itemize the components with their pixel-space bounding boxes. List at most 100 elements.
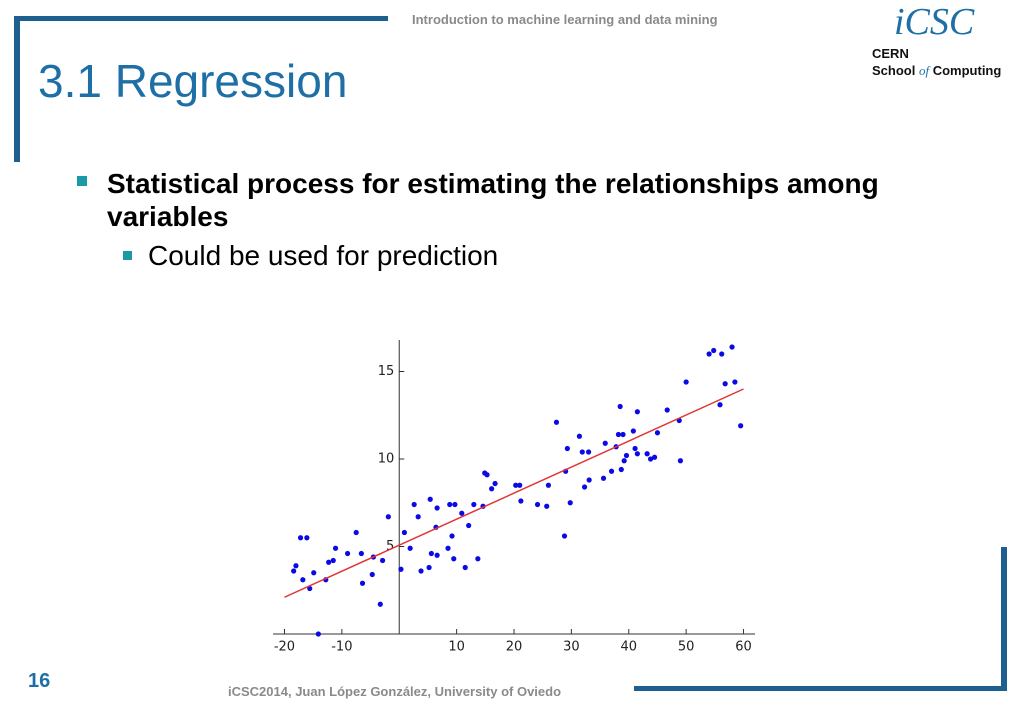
point [651, 454, 658, 460]
point [576, 433, 583, 439]
point [706, 351, 712, 357]
x-tick-label: 60 [735, 640, 752, 655]
x-tick-label: 20 [506, 640, 523, 655]
frame-bar [634, 686, 1007, 691]
point [466, 522, 472, 529]
x-tick-label: 40 [620, 640, 637, 655]
point [632, 445, 638, 452]
point [602, 440, 608, 446]
point [293, 563, 299, 569]
point [618, 466, 624, 473]
point [579, 449, 585, 455]
point [664, 407, 670, 413]
x-tick-label: 10 [448, 640, 465, 655]
point [359, 580, 366, 586]
logo-text: School [872, 63, 916, 78]
point [738, 423, 744, 429]
point [385, 514, 391, 520]
point [330, 557, 336, 564]
point [518, 498, 524, 504]
point [459, 510, 465, 516]
point [567, 500, 573, 506]
point [398, 566, 404, 572]
y-tick-label: 15 [378, 364, 395, 379]
slide-title: 3.1 Regression [38, 55, 348, 107]
bullet-marker [123, 251, 132, 260]
point [326, 559, 332, 565]
bullet-text: Statistical process for estimating the r… [107, 168, 879, 232]
point [553, 419, 560, 425]
point [647, 456, 654, 462]
point [544, 503, 550, 509]
logo-text: of [918, 63, 930, 78]
point [608, 468, 615, 474]
point [358, 550, 364, 557]
point [623, 452, 630, 459]
point [722, 381, 728, 387]
bullet-marker [77, 176, 87, 186]
point [617, 403, 623, 410]
frame-bar [14, 16, 20, 162]
point [620, 431, 626, 438]
sub-bullet-text: Could be used for prediction [148, 240, 499, 271]
point [654, 430, 661, 436]
point [445, 545, 451, 551]
point [711, 347, 717, 354]
point [353, 529, 359, 536]
logo-mark: iCSC [894, 1, 975, 43]
point [484, 472, 490, 478]
point [418, 568, 424, 574]
point [634, 409, 640, 415]
fit-line [284, 388, 744, 598]
point [447, 501, 453, 508]
x-tick-label: 50 [678, 640, 695, 655]
logo-text: School of Computing [872, 63, 1001, 79]
point [719, 351, 725, 357]
point [717, 402, 723, 408]
point [621, 458, 627, 464]
point [434, 552, 440, 558]
point [564, 445, 570, 452]
point [315, 631, 321, 637]
point [427, 496, 433, 502]
footer-credit: iCSC2014, Juan López González, Universit… [228, 684, 562, 699]
point [581, 484, 588, 490]
point [415, 514, 421, 520]
course-name: Introduction to machine learning and dat… [412, 12, 718, 27]
point [344, 550, 351, 557]
point [489, 486, 495, 492]
frame-bar [1001, 547, 1007, 691]
logo-text: CERN [872, 46, 909, 61]
point [585, 449, 592, 455]
point [297, 535, 304, 541]
point [401, 529, 408, 536]
y-tick-label: 10 [378, 452, 395, 467]
point [492, 480, 498, 487]
point [428, 550, 434, 557]
x-tick-label: -20 [274, 640, 295, 655]
point [452, 501, 458, 508]
point [434, 505, 440, 511]
y-tick-label: 5 [386, 539, 394, 554]
point [407, 545, 413, 551]
point [369, 571, 375, 578]
point [377, 601, 383, 607]
point [300, 577, 306, 583]
point [644, 451, 650, 457]
point [683, 379, 689, 385]
point [291, 568, 297, 574]
point [513, 482, 519, 488]
point [411, 501, 417, 508]
point [475, 556, 481, 562]
point [517, 482, 523, 488]
point [311, 570, 317, 576]
x-tick-label: -10 [331, 640, 352, 655]
point [471, 501, 477, 508]
point [600, 475, 607, 481]
point [545, 482, 552, 488]
point [379, 557, 386, 564]
point [426, 564, 432, 571]
point [449, 533, 455, 539]
point [732, 379, 738, 385]
